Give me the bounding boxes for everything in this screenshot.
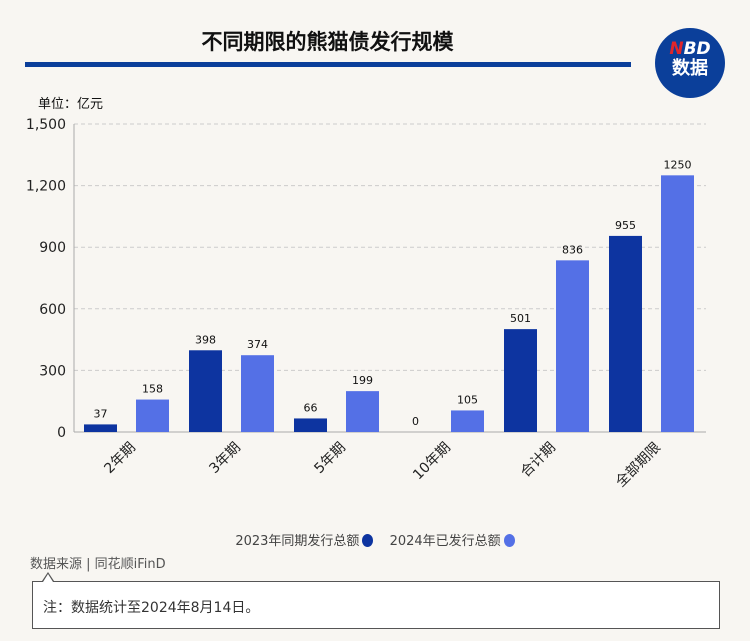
x-tick-label: 2年期 xyxy=(101,440,138,477)
y-tick-label: 600 xyxy=(39,302,66,318)
x-tick-label: 合计期 xyxy=(518,440,559,481)
bar xyxy=(189,350,222,432)
bar xyxy=(84,424,117,432)
unit-label: 单位：亿元 xyxy=(38,97,104,112)
bar xyxy=(556,260,589,432)
data-label: 1250 xyxy=(664,158,692,171)
legend-item-2024: 2024年已发行总额 xyxy=(390,530,515,549)
y-tick-label: 900 xyxy=(39,240,66,256)
bar xyxy=(504,329,537,432)
bar xyxy=(451,410,484,432)
bar-chart: 0 300 600 900 1,200 1,500 37 158 2年期 398 374 3年期 66 1… xyxy=(26,117,706,491)
bar xyxy=(241,355,274,432)
data-label: 398 xyxy=(195,333,216,346)
title-rule xyxy=(25,62,631,67)
bar xyxy=(661,175,694,433)
note-box: 注：数据统计至2024年8月14日。 xyxy=(32,581,720,629)
x-tick-label: 全部期限 xyxy=(612,439,664,491)
y-tick-label: 0 xyxy=(57,425,66,441)
bar xyxy=(294,418,327,432)
y-tick-label: 300 xyxy=(39,363,66,379)
bar xyxy=(609,235,642,432)
data-label: 199 xyxy=(352,374,373,387)
data-label: 105 xyxy=(457,393,478,406)
nbd-logo: NBD 数据 xyxy=(655,28,725,98)
data-label: 501 xyxy=(510,312,531,325)
chart-title: 不同期限的熊猫债发行规模 xyxy=(201,30,454,54)
y-tick-label: 1,200 xyxy=(26,179,66,195)
source-text: 数据来源 | 同花顺iFinD xyxy=(30,557,166,572)
data-label: 836 xyxy=(562,243,583,256)
bar xyxy=(136,399,169,432)
data-label: 0 xyxy=(412,415,419,428)
data-label: 955 xyxy=(615,219,636,232)
y-tick-label: 1,500 xyxy=(26,117,66,133)
x-tick-label: 5年期 xyxy=(311,440,348,477)
bar xyxy=(346,391,379,432)
data-label: 37 xyxy=(94,407,108,420)
x-tick-label: 10年期 xyxy=(410,440,454,484)
data-label: 374 xyxy=(247,338,268,351)
legend: 2023年同期发行总额 2024年已发行总额 xyxy=(0,530,750,549)
data-label: 66 xyxy=(304,401,318,414)
legend-item-2023: 2023年同期发行总额 xyxy=(235,530,374,549)
data-label: 158 xyxy=(142,383,163,396)
x-tick-label: 3年期 xyxy=(206,440,243,477)
